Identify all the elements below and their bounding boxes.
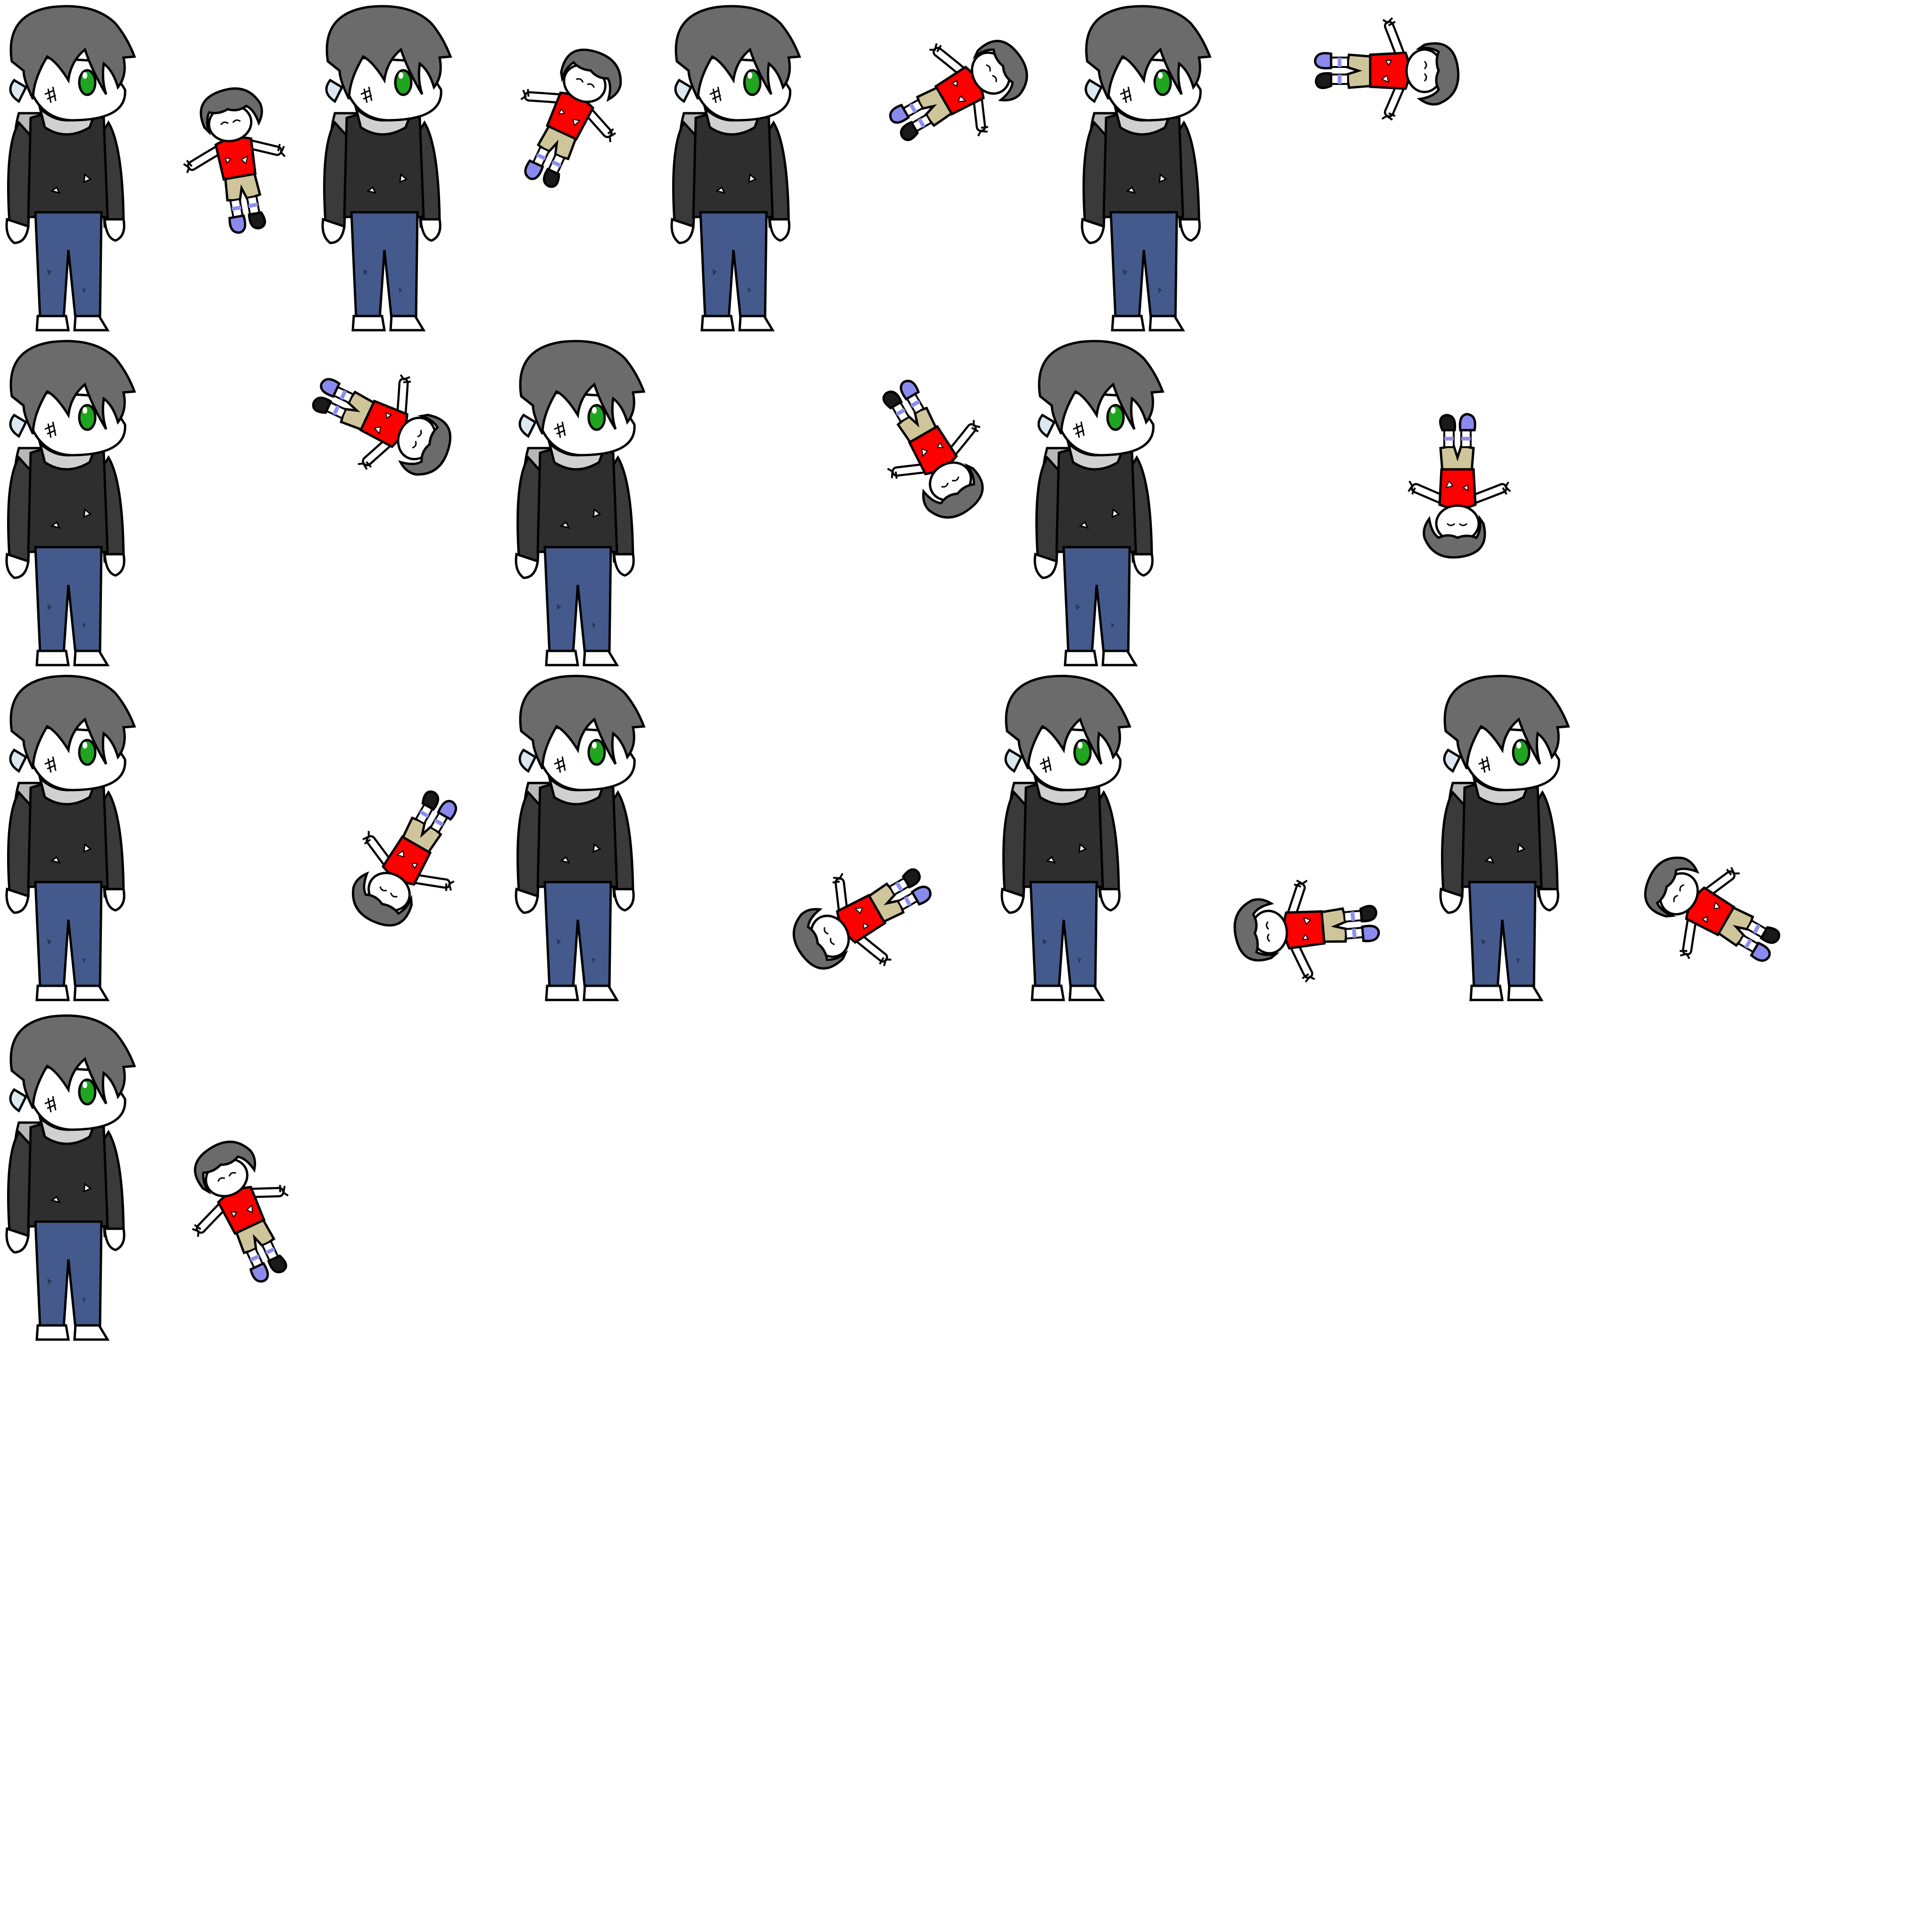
tall-boy-frame-12	[7, 1016, 134, 1340]
small-boy-frame-11	[1623, 834, 1798, 994]
small-boy-frame-3	[870, 10, 1045, 170]
tall-boy-frame-8	[7, 676, 134, 1000]
small-boy-frame-1	[172, 81, 297, 240]
small-boy-frame-5	[297, 344, 470, 497]
small-boy-frame-6	[853, 360, 1013, 535]
small-boy-frame-8	[330, 773, 490, 948]
tall-boy-frame-11	[1441, 676, 1568, 1000]
tall-boy-frame-1	[7, 6, 134, 330]
tall-boy-frame-7	[1035, 341, 1163, 665]
tall-boy-frame-9	[516, 676, 644, 1000]
small-boy-frame-12	[165, 1126, 317, 1299]
tall-boy-frame-6	[516, 341, 644, 665]
small-boy-frame-2	[491, 30, 643, 203]
tall-boy-frame-4	[1082, 6, 1210, 330]
small-boy-frame-9	[776, 839, 951, 999]
small-boy-frame-7	[1408, 414, 1510, 558]
tall-boy-frame-2	[323, 6, 450, 330]
tall-boy-frame-3	[672, 6, 799, 330]
tall-boy-frame-10	[1002, 676, 1130, 1000]
small-boy-frame-4	[1315, 18, 1458, 120]
small-boy-frame-10	[1231, 874, 1382, 988]
tall-boy-frame-5	[7, 341, 134, 665]
